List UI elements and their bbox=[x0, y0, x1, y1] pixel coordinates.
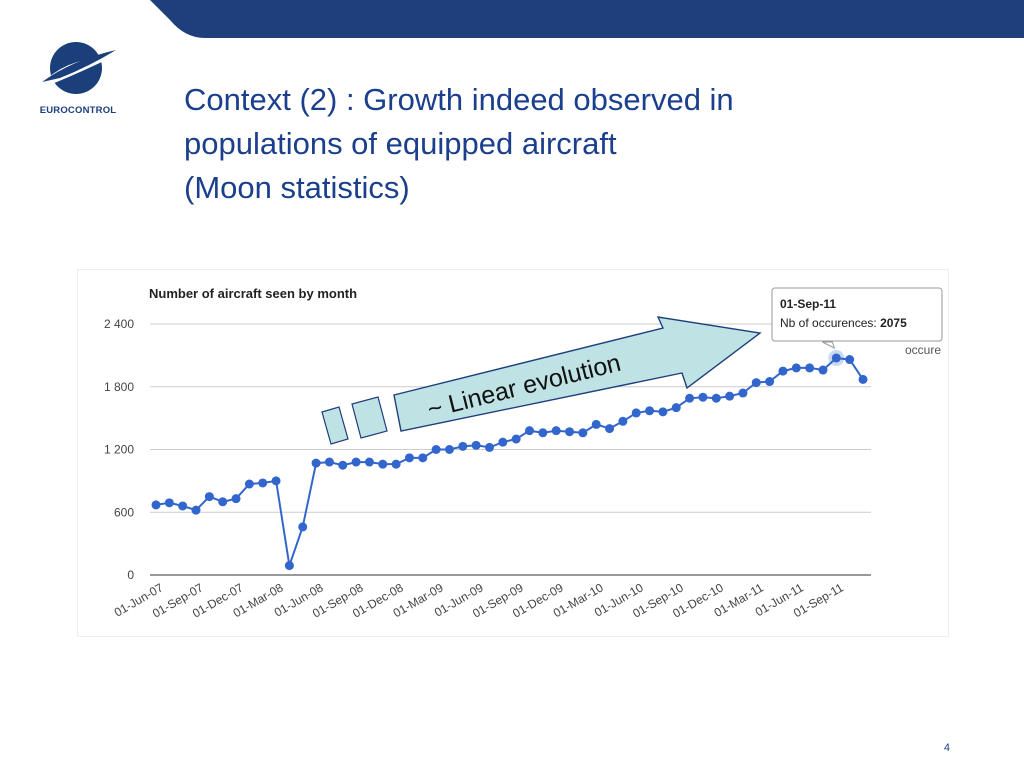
data-point bbox=[151, 500, 161, 510]
data-point bbox=[765, 377, 775, 387]
y-tick-label: 0 bbox=[127, 568, 134, 582]
data-point bbox=[351, 457, 361, 467]
data-point bbox=[685, 393, 695, 403]
data-point bbox=[711, 393, 721, 403]
data-point bbox=[725, 391, 735, 401]
annotation-arrow bbox=[393, 316, 762, 432]
data-point bbox=[258, 478, 268, 488]
data-point bbox=[471, 440, 481, 450]
data-point bbox=[178, 501, 188, 511]
eurocontrol-logo: EUROCONTROL bbox=[38, 38, 118, 118]
y-tick-label: 600 bbox=[114, 505, 134, 519]
data-point bbox=[658, 407, 668, 417]
data-point bbox=[431, 445, 441, 454]
y-tick-label: 2 400 bbox=[104, 317, 134, 331]
data-point bbox=[671, 403, 681, 413]
data-point bbox=[845, 355, 855, 365]
data-point bbox=[271, 476, 281, 486]
chart-title: Number of aircraft seen by month bbox=[149, 286, 357, 301]
tooltip-date: 01-Sep-11 bbox=[780, 297, 836, 311]
data-point bbox=[858, 374, 868, 384]
data-point bbox=[391, 459, 401, 469]
data-point bbox=[805, 363, 815, 373]
data-point bbox=[645, 406, 655, 416]
annotation-arrow-segment-2 bbox=[351, 396, 388, 439]
slide-title-line-2: populations of equipped aircraft bbox=[184, 126, 617, 161]
data-point bbox=[498, 437, 508, 447]
annotation-arrow-segment-1 bbox=[321, 406, 349, 445]
line-chart: Number of aircraft seen by month 0 600 1 20… bbox=[104, 286, 943, 621]
data-point bbox=[565, 427, 575, 437]
tooltip-value: 2075 bbox=[880, 316, 907, 330]
data-point bbox=[751, 378, 761, 388]
data-point bbox=[311, 458, 321, 468]
y-tick-label: 1 800 bbox=[104, 380, 134, 394]
data-point bbox=[244, 479, 254, 489]
data-point bbox=[298, 522, 308, 532]
data-point bbox=[578, 428, 588, 438]
data-point bbox=[204, 492, 214, 502]
data-point bbox=[231, 494, 241, 504]
legend-fragment: occure bbox=[905, 343, 941, 357]
logo-text: EUROCONTROL bbox=[39, 105, 117, 116]
top-banner bbox=[0, 0, 1024, 38]
data-point bbox=[338, 460, 348, 470]
data-point bbox=[444, 445, 454, 454]
tooltip-pointer bbox=[822, 341, 836, 349]
data-point bbox=[218, 497, 228, 507]
slide-title-line-3: (Moon statistics) bbox=[184, 170, 410, 205]
page-number: 4 bbox=[943, 742, 950, 754]
data-point bbox=[511, 434, 521, 444]
slide-title-line-1: Context (2) : Growth indeed observed in bbox=[184, 82, 734, 117]
y-tick-label: 1 200 bbox=[104, 443, 134, 457]
tooltip-label: Nb of occurences: 2075 bbox=[780, 316, 907, 330]
data-point bbox=[284, 561, 294, 571]
data-point bbox=[538, 428, 548, 438]
data-point bbox=[791, 363, 801, 373]
slide-title: Context (2) : Growth indeed observed in … bbox=[184, 78, 944, 210]
data-point bbox=[164, 498, 174, 508]
data-point bbox=[324, 457, 334, 467]
data-point bbox=[698, 392, 708, 402]
data-point bbox=[778, 366, 788, 376]
data-point bbox=[631, 408, 641, 418]
data-point bbox=[818, 365, 828, 375]
chart-container: Number of aircraft seen by month 0 600 1 20… bbox=[78, 270, 948, 636]
data-point bbox=[418, 453, 428, 463]
data-point bbox=[738, 388, 748, 398]
tooltip-box bbox=[771, 287, 943, 342]
data-point bbox=[458, 441, 468, 451]
data-point bbox=[364, 457, 374, 467]
data-point bbox=[591, 419, 601, 429]
data-point bbox=[831, 353, 841, 363]
data-point bbox=[404, 453, 414, 463]
data-point bbox=[618, 416, 628, 426]
data-point bbox=[484, 442, 494, 452]
data-point bbox=[605, 424, 615, 434]
data-point bbox=[378, 459, 388, 469]
data-point bbox=[551, 426, 561, 436]
data-point bbox=[191, 505, 201, 515]
eurocontrol-logo-icon bbox=[42, 42, 116, 94]
data-point bbox=[525, 426, 535, 436]
